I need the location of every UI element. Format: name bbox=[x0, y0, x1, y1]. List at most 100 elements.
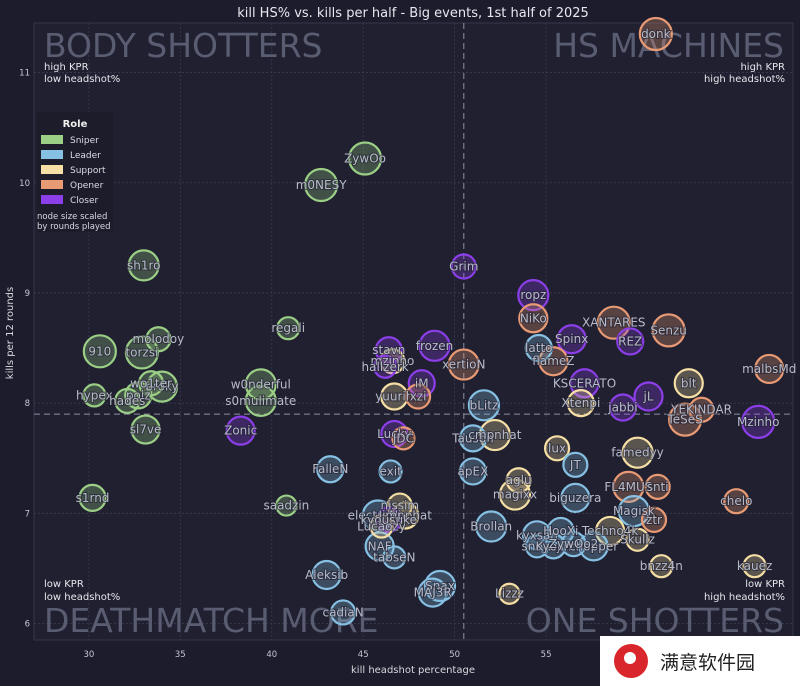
y-tick-label: 6 bbox=[25, 619, 30, 629]
legend-label: Closer bbox=[70, 196, 99, 206]
point-label: cadiaN bbox=[322, 605, 363, 619]
point-label: 910 bbox=[88, 344, 111, 358]
point-label: MAJ3R bbox=[414, 586, 452, 600]
watermark: 满意软件园 bbox=[600, 636, 800, 686]
point-label: wo1ter bbox=[130, 376, 172, 390]
point-label: Brollan bbox=[470, 520, 512, 534]
data-point bbox=[649, 554, 674, 579]
point-label: chelo bbox=[720, 494, 752, 508]
point-label: hallzerk bbox=[362, 360, 409, 374]
data-point bbox=[667, 402, 703, 437]
point-label: flameZ bbox=[532, 354, 574, 368]
data-point bbox=[114, 387, 141, 415]
point-label: biguzera bbox=[549, 491, 601, 505]
x-tick-label: 35 bbox=[175, 650, 186, 660]
quadrant-title-bottom-right: ONE SHOTTERS bbox=[526, 601, 784, 640]
data-point bbox=[543, 435, 571, 462]
data-point bbox=[418, 329, 451, 362]
data-point bbox=[741, 404, 776, 439]
point-label: regali bbox=[271, 321, 305, 335]
point-label: bLitz bbox=[470, 398, 499, 412]
point-label: w0nderful bbox=[231, 377, 291, 391]
point-label: poiz bbox=[126, 388, 151, 402]
quadrant-title-bottom-left: DEATHMATCH MORE bbox=[44, 601, 379, 640]
legend-swatch bbox=[41, 195, 63, 204]
point-label: Aleksib bbox=[305, 568, 348, 582]
y-tick-label: 11 bbox=[19, 69, 30, 79]
data-point bbox=[608, 393, 638, 422]
legend-label: Sniper bbox=[70, 136, 99, 146]
quadrant-note-bottom-right-line2: high headshot% bbox=[704, 592, 785, 603]
data-point bbox=[644, 473, 671, 500]
point-label: ZywOo2 bbox=[549, 537, 599, 551]
chart-title: kill HS% vs. kills per half - Big events… bbox=[237, 6, 589, 21]
point-label: ZywOo bbox=[344, 152, 386, 166]
legend-label: Opener bbox=[70, 181, 104, 191]
point-label: kyousuke bbox=[361, 513, 417, 527]
point-label: xzi bbox=[410, 390, 427, 404]
data-point bbox=[382, 545, 407, 570]
point-label: Skullz bbox=[620, 533, 655, 547]
point-label: JDC bbox=[392, 431, 414, 445]
data-point bbox=[450, 253, 477, 280]
point-label: TeSeS bbox=[666, 413, 702, 427]
legend-label: Support bbox=[70, 166, 106, 176]
data-point bbox=[145, 326, 172, 353]
data-point bbox=[124, 335, 160, 370]
data-point bbox=[566, 389, 595, 418]
x-axis-label: kill headshot percentage bbox=[351, 665, 475, 676]
y-tick-label: 8 bbox=[25, 399, 30, 409]
data-point bbox=[329, 599, 357, 626]
point-label: famedyy bbox=[611, 446, 663, 460]
quadrant-note-bottom-right-line1: low KPR bbox=[745, 579, 785, 590]
point-label: Spinx bbox=[555, 332, 588, 346]
point-label: s1rnd bbox=[76, 491, 110, 505]
data-point bbox=[524, 534, 550, 559]
data-point bbox=[505, 467, 532, 494]
watermark-logo-text: 满意软件园 bbox=[660, 651, 756, 674]
point-label: cmpnhat bbox=[468, 428, 521, 442]
mean-lines bbox=[34, 23, 793, 640]
data-point bbox=[524, 333, 553, 363]
data-point bbox=[137, 370, 165, 397]
data-point bbox=[723, 488, 750, 515]
quadrant-note-bottom-left-line1: low KPR bbox=[44, 579, 84, 590]
point-label: bnzz4n bbox=[640, 559, 683, 573]
point-label: Xtenpi bbox=[561, 396, 600, 410]
point-label: Lucky bbox=[377, 427, 411, 441]
data-point bbox=[556, 324, 587, 355]
legend-note-line2: by rounds played bbox=[37, 222, 111, 232]
quadrant-note-top-right-line2: high headshot% bbox=[704, 74, 785, 85]
quadrant-note-top-left-line1: high KPR bbox=[44, 62, 89, 73]
legend-swatch bbox=[41, 150, 63, 159]
point-label: s0mulimate bbox=[225, 394, 296, 408]
watermark-logo-icon bbox=[614, 644, 648, 678]
legend-note-line1: node size scaled bbox=[37, 212, 107, 222]
data-point bbox=[742, 554, 767, 579]
data-point bbox=[391, 426, 416, 451]
point-label: NAF bbox=[368, 539, 392, 553]
data-point bbox=[275, 494, 298, 517]
data-point bbox=[380, 382, 409, 411]
data-point bbox=[640, 506, 668, 534]
data-point bbox=[347, 141, 383, 176]
point-label: mzinho bbox=[371, 354, 415, 368]
data-point bbox=[498, 582, 521, 605]
point-label: Kyojin bbox=[536, 539, 572, 553]
data-point bbox=[595, 515, 626, 547]
point-label: torzsi bbox=[125, 345, 158, 359]
point-label: donk bbox=[641, 27, 671, 41]
data-point bbox=[82, 334, 117, 369]
point-label: jabbi bbox=[607, 401, 637, 415]
data-point bbox=[651, 313, 686, 348]
data-point bbox=[316, 455, 345, 484]
point-label: stavn bbox=[372, 343, 405, 357]
point-label: Lizzz bbox=[495, 587, 524, 601]
x-tick-label: 50 bbox=[449, 650, 460, 660]
point-label: latto bbox=[525, 341, 552, 355]
data-point bbox=[276, 316, 301, 341]
point-label: JT bbox=[569, 458, 582, 472]
data-point bbox=[560, 531, 587, 558]
point-label: hypex bbox=[76, 388, 113, 402]
